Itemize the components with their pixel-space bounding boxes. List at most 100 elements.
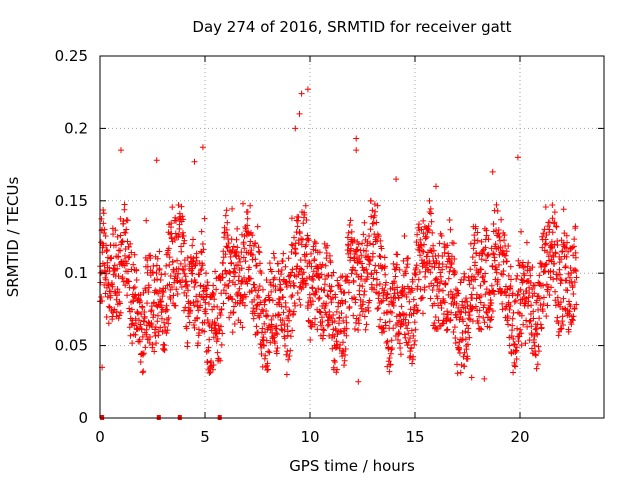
- data-point: [433, 183, 439, 190]
- data-point: [258, 269, 265, 276]
- data-point: [354, 246, 361, 253]
- data-point: [431, 319, 438, 326]
- data-point: [311, 238, 318, 245]
- data-point: [489, 288, 496, 295]
- data-point: [145, 284, 152, 291]
- data-point: [224, 244, 231, 251]
- data-point: [434, 295, 441, 302]
- data-point: [229, 329, 236, 336]
- data-point: [252, 256, 259, 263]
- data-point: [303, 251, 310, 258]
- data-point: [411, 341, 418, 348]
- data-point: [302, 202, 309, 209]
- data-point: [458, 337, 465, 344]
- data-point: [210, 334, 217, 341]
- data-point: [210, 282, 217, 289]
- data-point: [389, 345, 396, 352]
- data-point: [309, 285, 316, 292]
- data-point: [374, 202, 381, 209]
- data-point: [381, 310, 388, 317]
- data-point: [461, 270, 468, 277]
- data-point: [194, 298, 201, 305]
- data-point: [138, 311, 145, 318]
- data-point: [236, 285, 243, 292]
- data-point: [484, 253, 491, 260]
- data-point: [212, 268, 219, 275]
- data-point: [388, 337, 395, 344]
- data-point: [130, 285, 137, 292]
- data-point: [197, 282, 204, 289]
- data-point: [527, 272, 534, 279]
- data-point: [244, 208, 251, 215]
- data-point: [454, 361, 460, 368]
- data-point: [108, 254, 115, 261]
- data-point: [426, 197, 433, 204]
- data-point: [186, 319, 193, 326]
- data-point: [151, 348, 158, 355]
- data-point: [185, 313, 192, 320]
- data-point: [251, 310, 258, 317]
- data-point: [187, 300, 194, 307]
- data-point: [571, 236, 578, 243]
- data-point: [286, 317, 292, 324]
- data-point: [522, 340, 529, 347]
- data-point: [387, 361, 394, 368]
- data-point: [168, 235, 175, 242]
- data-point: [315, 295, 322, 302]
- data-point: [198, 266, 205, 273]
- data-point: [140, 350, 147, 357]
- data-point: [265, 366, 271, 373]
- data-point: [103, 270, 110, 277]
- data-point: [476, 313, 483, 320]
- data-point: [451, 324, 458, 331]
- data-point: [108, 279, 115, 286]
- data-point: [427, 210, 434, 217]
- data-point: [526, 284, 533, 291]
- data-point: [535, 292, 542, 299]
- data-point: [478, 266, 485, 273]
- data-point: [378, 265, 385, 272]
- data-point: [355, 241, 362, 248]
- data-point: [272, 286, 279, 293]
- data-point: [364, 304, 371, 311]
- data-point: [183, 325, 190, 332]
- data-point: [555, 320, 562, 327]
- data-point: [132, 291, 139, 298]
- data-point: [330, 269, 337, 276]
- data-point: [126, 253, 133, 260]
- data-point: [202, 299, 209, 306]
- data-point: [467, 266, 474, 273]
- data-point: [314, 326, 321, 333]
- data-point: [173, 217, 180, 224]
- data-point: [332, 344, 339, 351]
- data-point: [220, 300, 227, 307]
- data-point: [323, 300, 330, 307]
- data-point: [204, 279, 211, 286]
- data-point: [358, 252, 365, 259]
- data-point: [462, 336, 469, 343]
- data-point: [532, 326, 539, 333]
- data-point: [518, 342, 525, 349]
- data-point: [117, 309, 124, 316]
- data-point: [337, 274, 344, 281]
- data-point: [170, 292, 177, 299]
- data-point: [528, 302, 535, 309]
- data-point: [200, 296, 207, 303]
- data-point: [363, 321, 370, 328]
- data-point: [533, 365, 540, 372]
- data-point: [448, 309, 455, 316]
- data-point: [411, 319, 418, 326]
- data-point: [355, 327, 362, 334]
- data-point: [324, 322, 331, 329]
- data-point: [126, 284, 133, 291]
- data-point: [377, 237, 384, 244]
- data-point: [356, 282, 363, 289]
- data-point: [550, 253, 557, 260]
- data-point: [471, 273, 478, 280]
- data-point: [190, 236, 197, 243]
- data-point: [336, 282, 343, 289]
- data-point: [406, 285, 413, 292]
- data-point: [428, 218, 435, 225]
- data-point: [425, 227, 432, 234]
- data-point: [526, 289, 533, 296]
